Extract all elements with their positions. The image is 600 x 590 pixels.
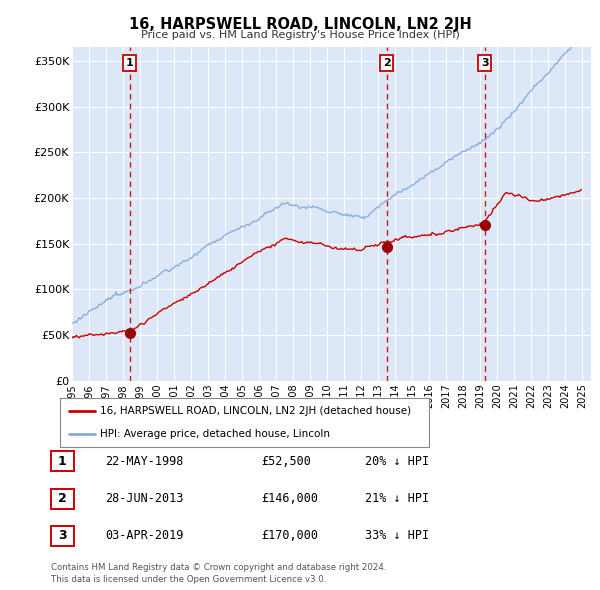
Text: £52,500: £52,500 — [261, 455, 311, 468]
Text: 1: 1 — [58, 455, 67, 468]
Text: 2: 2 — [58, 492, 67, 505]
Text: 3: 3 — [481, 58, 488, 68]
Text: 28-JUN-2013: 28-JUN-2013 — [105, 492, 184, 505]
Text: 2: 2 — [383, 58, 391, 68]
Text: 1: 1 — [125, 58, 133, 68]
Text: Contains HM Land Registry data © Crown copyright and database right 2024.: Contains HM Land Registry data © Crown c… — [51, 563, 386, 572]
Text: HPI: Average price, detached house, Lincoln: HPI: Average price, detached house, Linc… — [100, 428, 330, 438]
Text: 33% ↓ HPI: 33% ↓ HPI — [365, 529, 429, 542]
Text: 16, HARPSWELL ROAD, LINCOLN, LN2 2JH: 16, HARPSWELL ROAD, LINCOLN, LN2 2JH — [128, 17, 472, 31]
Text: Price paid vs. HM Land Registry's House Price Index (HPI): Price paid vs. HM Land Registry's House … — [140, 30, 460, 40]
Text: 22-MAY-1998: 22-MAY-1998 — [105, 455, 184, 468]
Text: 03-APR-2019: 03-APR-2019 — [105, 529, 184, 542]
Text: £146,000: £146,000 — [261, 492, 318, 505]
Text: 16, HARPSWELL ROAD, LINCOLN, LN2 2JH (detached house): 16, HARPSWELL ROAD, LINCOLN, LN2 2JH (de… — [100, 407, 411, 417]
Text: This data is licensed under the Open Government Licence v3.0.: This data is licensed under the Open Gov… — [51, 575, 326, 584]
Text: 3: 3 — [58, 529, 67, 542]
Text: 20% ↓ HPI: 20% ↓ HPI — [365, 455, 429, 468]
Text: 21% ↓ HPI: 21% ↓ HPI — [365, 492, 429, 505]
Text: £170,000: £170,000 — [261, 529, 318, 542]
